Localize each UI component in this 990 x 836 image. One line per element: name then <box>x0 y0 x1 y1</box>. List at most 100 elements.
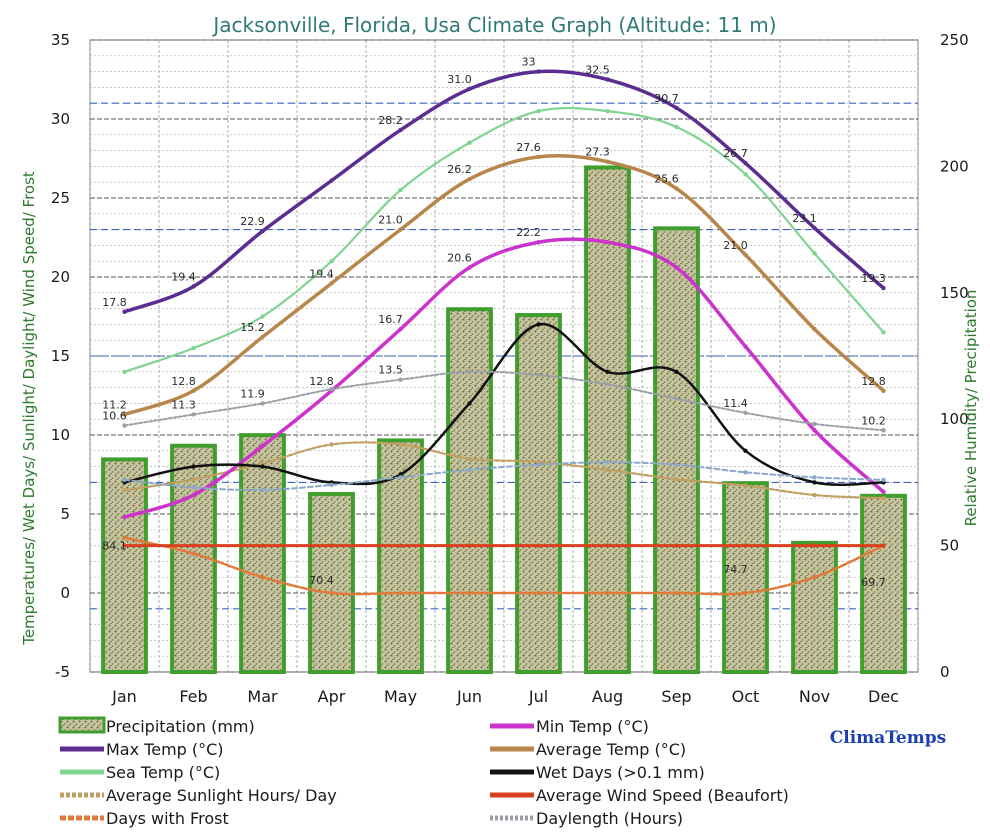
point-average-wind-speed-beaufort-dec <box>881 543 886 548</box>
point-relative-humidity-sep <box>674 462 679 467</box>
y-right-tick-label: 50 <box>940 537 959 555</box>
point-max-temp-c-dec <box>881 285 886 291</box>
data-label-daylength-hours-mar: 11.9 <box>240 387 265 400</box>
point-average-wind-speed-beaufort-mar <box>260 543 265 548</box>
data-label-precipitation-mm-oct: 74.7 <box>723 563 748 576</box>
point-daylength-hours-oct <box>743 410 748 416</box>
data-label-max-temp-c-jan: 17.8 <box>102 296 127 309</box>
data-label-daylength-hours-jan: 10.6 <box>102 410 127 423</box>
point-days-with-frost-jul <box>536 590 541 596</box>
point-average-temp-c-apr <box>329 281 334 286</box>
legend: Precipitation (mm) Min Temp (°C) Max Temp … <box>58 716 789 828</box>
point-relative-humidity-jul <box>536 462 541 467</box>
point-max-temp-c-apr <box>329 178 334 183</box>
point-max-temp-c-may <box>398 127 403 133</box>
point-average-wind-speed-beaufort-feb <box>191 543 196 548</box>
precipitation-bar-jul <box>515 313 562 674</box>
point-wet-days-0-1-mm-jun <box>467 401 472 406</box>
point-max-temp-c-feb <box>191 284 196 289</box>
point-average-wind-speed-beaufort-jul <box>536 543 541 548</box>
point-days-with-frost-nov <box>812 575 817 580</box>
data-label-average-temp-c-jun: 26.2 <box>447 163 472 176</box>
legend-label-sea-temp-c: Sea Temp (°C) <box>106 763 220 782</box>
y-right-tick-label: 100 <box>940 410 969 428</box>
point-average-wind-speed-beaufort-aug <box>605 543 610 548</box>
point-relative-humidity-jun <box>467 467 472 472</box>
precipitation-bar-sep <box>653 226 700 674</box>
data-label-daylength-hours-oct: 11.4 <box>723 397 748 410</box>
y-left-tick-label: 20 <box>51 268 70 286</box>
point-max-temp-c-oct <box>743 161 748 166</box>
data-label-daylength-hours-feb: 11.3 <box>171 398 196 411</box>
data-label-max-temp-c-feb: 19.4 <box>171 270 196 283</box>
point-average-sunlight-hours-day-mar <box>260 461 265 466</box>
point-average-sunlight-hours-day-dec <box>881 496 886 501</box>
data-label-average-temp-c-may: 21.0 <box>378 214 403 227</box>
point-daylength-hours-feb <box>191 412 196 417</box>
point-sea-temp-c-jul <box>536 108 541 114</box>
point-average-temp-c-nov <box>812 326 817 332</box>
y-left-tick-label: 5 <box>60 505 70 523</box>
point-min-temp-c-jan <box>122 514 127 520</box>
data-label-average-temp-c-oct: 21.0 <box>723 239 748 252</box>
legend-label-min-temp-c: Min Temp (°C) <box>536 717 649 736</box>
data-label-average-temp-c-feb: 12.8 <box>171 375 196 388</box>
data-label-min-temp-c-apr: 12.8 <box>309 375 334 388</box>
legend-label-days-with-frost: Days with Frost <box>106 809 229 828</box>
point-daylength-hours-sep <box>674 396 679 401</box>
point-max-temp-c-jul <box>536 69 541 74</box>
data-label-max-temp-c-may: 28.2 <box>378 114 403 127</box>
data-label-precipitation-mm-dec: 69.7 <box>861 576 886 589</box>
point-max-temp-c-jan <box>122 309 127 314</box>
data-label-min-temp-c-may: 16.7 <box>378 313 403 326</box>
point-wet-days-0-1-mm-jul <box>536 322 541 327</box>
point-average-sunlight-hours-day-aug <box>605 467 610 472</box>
data-label-max-temp-c-aug: 32.5 <box>585 64 610 77</box>
point-days-with-frost-mar <box>260 575 265 580</box>
data-labels: 17.8 19.4 22.9 28.2 31.0 33 32.5 30.7 26.7 23.1 19… <box>102 56 886 589</box>
point-min-temp-c-aug <box>605 240 610 245</box>
point-sea-temp-c-nov <box>812 251 817 256</box>
point-average-wind-speed-beaufort-jan <box>122 543 127 548</box>
point-max-temp-c-nov <box>812 225 817 231</box>
point-relative-humidity-nov <box>812 475 817 480</box>
legend-swatch-precipitation-mm <box>58 716 106 734</box>
data-label-max-temp-c-oct: 26.7 <box>723 147 748 160</box>
point-relative-humidity-mar <box>260 487 265 493</box>
x-tick-label-aug: Aug <box>592 687 623 706</box>
precipitation-bar-aug <box>584 165 631 674</box>
point-average-wind-speed-beaufort-may <box>398 543 403 548</box>
legend-label-average-wind-speed-beaufort: Average Wind Speed (Beaufort) <box>536 786 789 805</box>
point-relative-humidity-oct <box>743 470 748 475</box>
point-relative-humidity-apr <box>329 482 334 488</box>
y-left-tick-label: -5 <box>55 663 70 681</box>
point-min-temp-c-jun <box>467 265 472 270</box>
precipitation-bar-oct <box>722 481 769 674</box>
point-sea-temp-c-aug <box>605 108 610 114</box>
point-average-wind-speed-beaufort-nov <box>812 543 817 548</box>
point-average-sunlight-hours-day-apr <box>329 442 334 447</box>
point-sea-temp-c-jan <box>122 369 127 374</box>
point-average-sunlight-hours-day-nov <box>812 492 817 498</box>
point-min-temp-c-jul <box>536 240 541 245</box>
point-max-temp-c-mar <box>260 228 265 234</box>
point-min-temp-c-feb <box>191 492 196 498</box>
point-min-temp-c-mar <box>260 443 265 449</box>
point-average-sunlight-hours-day-jan <box>122 488 127 493</box>
point-average-temp-c-feb <box>191 388 196 393</box>
point-days-with-frost-sep <box>674 590 679 596</box>
point-days-with-frost-feb <box>191 551 196 556</box>
precipitation-bar-mar <box>239 433 286 674</box>
point-daylength-hours-apr <box>329 386 334 392</box>
data-label-average-temp-c-jul: 27.6 <box>516 141 541 154</box>
x-tick-label-apr: Apr <box>318 687 346 706</box>
point-average-sunlight-hours-day-may <box>398 442 403 447</box>
chart-title: Jacksonville, Florida, Usa Climate Graph… <box>211 13 776 37</box>
data-label-precipitation-mm-jan: 84.1 <box>102 539 127 552</box>
data-label-average-temp-c-mar: 15.2 <box>240 321 265 334</box>
data-label-min-temp-c-jul: 22.2 <box>516 226 541 239</box>
point-min-temp-c-dec <box>881 489 886 495</box>
point-min-temp-c-nov <box>812 428 817 433</box>
x-tick-label-dec: Dec <box>868 687 899 706</box>
